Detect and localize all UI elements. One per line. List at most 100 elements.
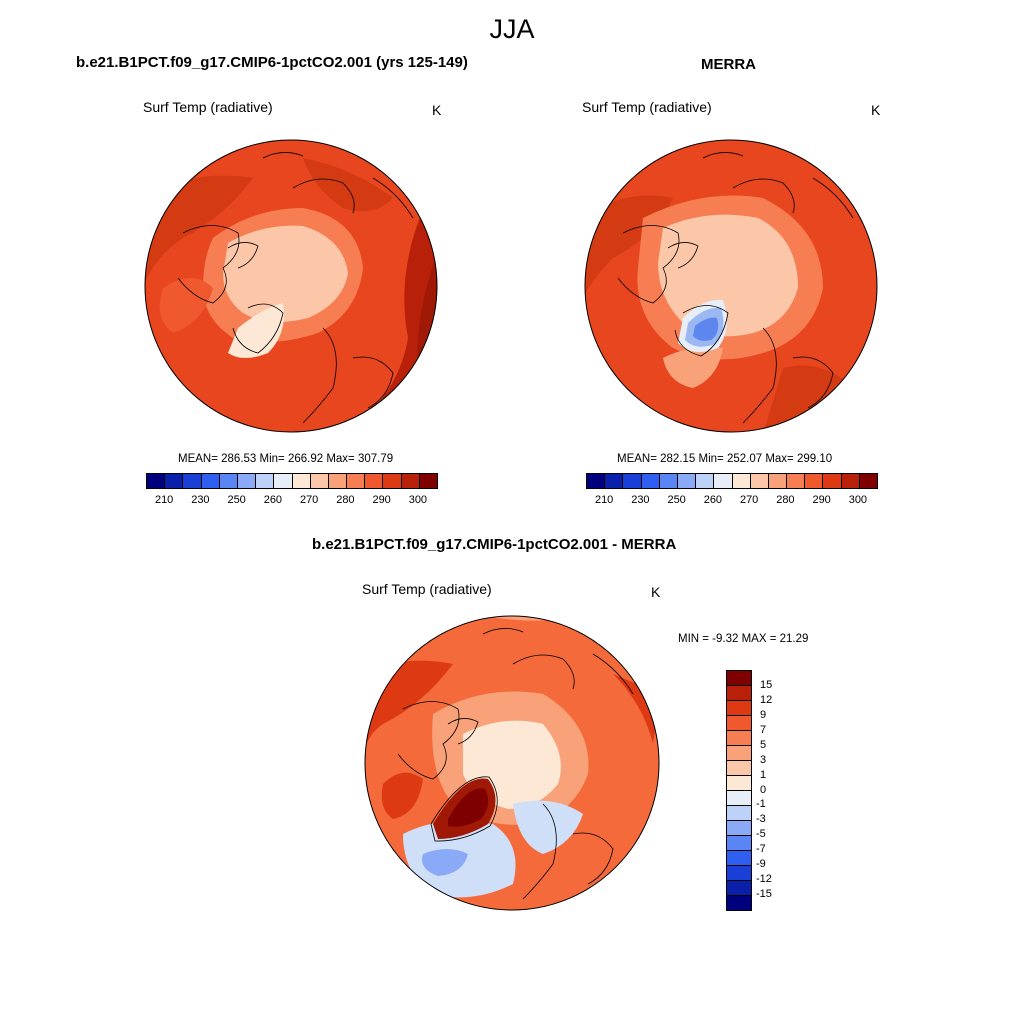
colorbar-tick-label: -5 <box>756 828 766 841</box>
colorbar-swatch <box>727 746 751 761</box>
panel-1-title: b.e21.B1PCT.f09_g17.CMIP6-1pctCO2.001 (y… <box>76 54 468 71</box>
colorbar-swatch <box>727 776 751 791</box>
colorbar-swatch <box>677 474 697 488</box>
panel-2-title: MERRA <box>701 56 756 73</box>
colorbar-swatch <box>841 474 860 488</box>
colorbar-swatch <box>401 474 420 488</box>
colorbar-swatch <box>605 474 624 488</box>
panel-1-variable-label: Surf Temp (radiative) <box>143 99 273 115</box>
panel-1-stats: MEAN= 286.53 Min= 266.92 Max= 307.79 <box>178 453 394 465</box>
colorbar-swatch <box>727 836 751 851</box>
colorbar-swatch <box>328 474 348 488</box>
colorbar-swatch <box>274 474 293 488</box>
colorbar-tick-label: 7 <box>760 723 767 736</box>
colorbar-swatch <box>727 716 751 731</box>
colorbar-swatch <box>623 474 642 488</box>
colorbar-swatch <box>727 896 751 910</box>
colorbar-swatch <box>727 671 751 686</box>
colorbar-tick-label: 260 <box>703 494 723 506</box>
panel-2-units: K <box>871 102 881 118</box>
panel-1-polar-map <box>144 139 438 433</box>
panel-3-variable-label: Surf Temp (radiative) <box>362 581 492 597</box>
colorbar-swatch <box>859 474 877 488</box>
colorbar-swatch <box>696 474 715 488</box>
colorbar-swatch <box>641 474 660 488</box>
panel-1-colorbar <box>146 473 438 489</box>
colorbar-swatch <box>727 731 751 746</box>
colorbar-swatch <box>732 474 751 488</box>
colorbar-tick-label: 290 <box>372 494 391 506</box>
colorbar-tick-label: -1 <box>756 798 766 811</box>
panel-2-polar-map <box>584 139 878 433</box>
colorbar-tick-label: 300 <box>408 494 428 506</box>
colorbar-tick-label: 250 <box>667 494 686 506</box>
colorbar-tick-label: 250 <box>227 494 246 506</box>
colorbar-swatch <box>727 791 751 806</box>
panel-3-polar-map <box>364 615 660 911</box>
colorbar-swatch <box>768 474 788 488</box>
colorbar-swatch <box>787 474 806 488</box>
colorbar-tick-label: 210 <box>154 494 174 506</box>
colorbar-swatch <box>727 851 751 866</box>
panel-2-stats: MEAN= 282.15 Min= 252.07 Max= 299.10 <box>617 453 833 465</box>
colorbar-tick-label: 290 <box>812 494 831 506</box>
colorbar-swatch <box>237 474 257 488</box>
colorbar-swatch <box>727 701 751 716</box>
colorbar-tick-label: -7 <box>756 843 766 856</box>
colorbar-tick-label: 270 <box>299 494 319 506</box>
panel-2-variable-label: Surf Temp (radiative) <box>582 99 712 115</box>
colorbar-swatch <box>659 474 678 488</box>
colorbar-tick-label: 270 <box>739 494 759 506</box>
colorbar-swatch <box>750 474 769 488</box>
colorbar-swatch <box>183 474 202 488</box>
panel-3-units: K <box>651 584 661 600</box>
colorbar-tick-label: 230 <box>631 494 650 506</box>
colorbar-swatch <box>714 474 733 488</box>
colorbar-swatch <box>727 821 751 836</box>
colorbar-tick-label: -9 <box>756 858 766 871</box>
colorbar-swatch <box>347 474 366 488</box>
panel-1-units: K <box>432 102 442 118</box>
colorbar-swatch <box>292 474 311 488</box>
colorbar-tick-label: -3 <box>756 813 766 826</box>
colorbar-tick-label: 230 <box>191 494 210 506</box>
colorbar-swatch <box>727 806 751 821</box>
colorbar-swatch <box>256 474 275 488</box>
colorbar-tick-label: 3 <box>760 753 767 766</box>
panel-2-colorbar-ticks: 210 230 250 260 270 280 290 300 <box>586 494 876 508</box>
colorbar-tick-label: 260 <box>263 494 283 506</box>
colorbar-swatch <box>727 686 751 701</box>
colorbar-tick-label: -12 <box>756 873 772 886</box>
colorbar-swatch <box>587 474 606 488</box>
colorbar-swatch <box>805 474 824 488</box>
colorbar-swatch <box>165 474 184 488</box>
colorbar-tick-label: 280 <box>336 494 355 506</box>
colorbar-swatch <box>201 474 220 488</box>
figure-title: JJA <box>489 14 535 44</box>
colorbar-swatch <box>365 474 384 488</box>
colorbar-swatch <box>823 474 842 488</box>
colorbar-tick-label: 0 <box>760 783 767 796</box>
panel-3-title: b.e21.B1PCT.f09_g17.CMIP6-1pctCO2.001 - … <box>312 536 677 553</box>
colorbar-tick-label: 210 <box>594 494 614 506</box>
colorbar-tick-label: 280 <box>776 494 795 506</box>
colorbar-tick-label: 12 <box>760 693 773 706</box>
colorbar-swatch <box>727 761 751 776</box>
panel-3-colorbar <box>726 670 752 911</box>
colorbar-swatch <box>310 474 329 488</box>
colorbar-tick-label: 5 <box>760 738 767 751</box>
colorbar-swatch <box>727 866 751 881</box>
panel-1-colorbar-ticks: 210 230 250 260 270 280 290 300 <box>146 494 436 508</box>
colorbar-tick-label: 15 <box>760 678 773 691</box>
colorbar-tick-label: 9 <box>760 708 767 721</box>
colorbar-swatch <box>219 474 238 488</box>
colorbar-swatch <box>419 474 437 488</box>
colorbar-swatch <box>727 881 751 896</box>
colorbar-swatch <box>383 474 402 488</box>
colorbar-tick-label: 300 <box>848 494 868 506</box>
colorbar-tick-label: -15 <box>756 888 772 901</box>
panel-3-colorbar-ticks: 15 12 9 7 5 3 1 0 -1 -3 -5 -7 -9 -12 -15 <box>756 670 800 909</box>
panel-2-colorbar <box>586 473 878 489</box>
colorbar-tick-label: 1 <box>760 768 767 781</box>
panel-3-stats: MIN = -9.32 MAX = 21.29 <box>678 633 809 645</box>
